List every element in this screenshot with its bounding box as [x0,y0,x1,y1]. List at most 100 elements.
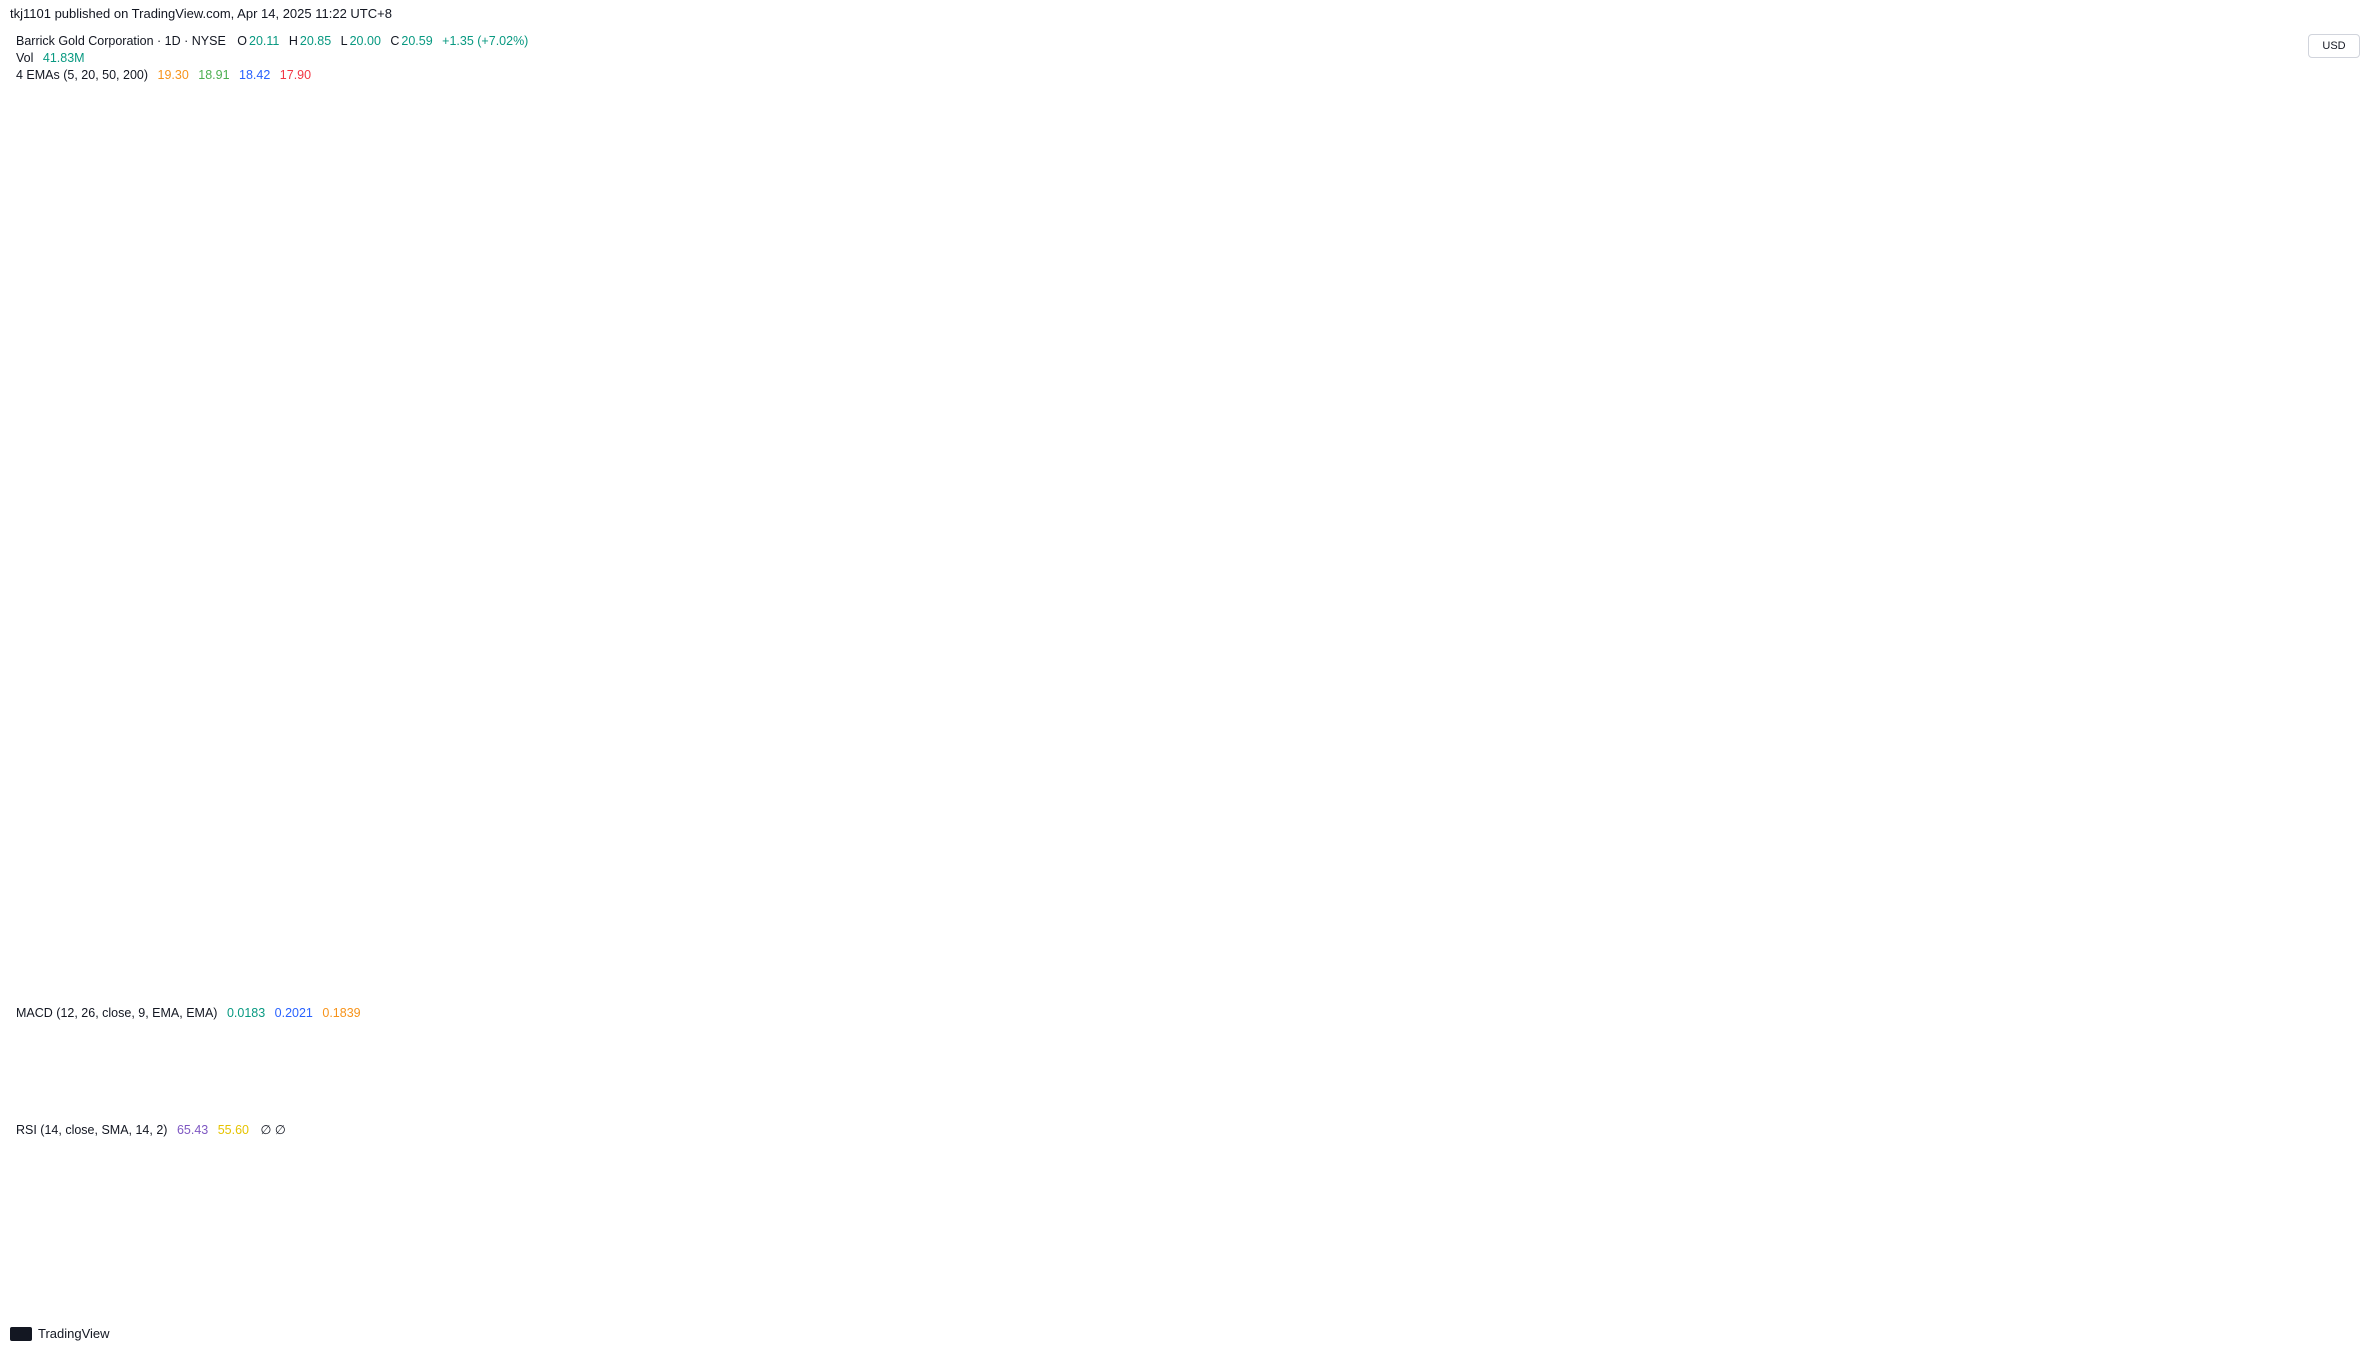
candle-body [396,446,399,465]
volume-bar [496,944,499,988]
candle-body [1554,731,1557,749]
volume-bar [592,916,595,988]
macd-hist-bar [2024,1057,2027,1063]
candle-body [1985,682,1988,686]
candle-body [1773,590,1776,600]
volume-bar [733,927,735,988]
candle-body [1647,671,1650,684]
candle-body [675,784,679,804]
volume-bar [90,937,93,988]
volume-bar [644,951,646,988]
volume-bar [1709,927,1712,988]
volume-bar [950,924,952,988]
macd-hist-bar [1152,1057,1155,1058]
volume-bar [850,953,853,988]
candle-body [1775,599,1778,624]
macd-hist-bar [1071,1057,1073,1066]
macd-histogram [10,1036,2247,1088]
candle-body [615,826,618,851]
macd-hist-bar [92,1057,95,1068]
price-axis-label: 20.59 [2328,429,2358,443]
macd-hist-bar [921,1045,924,1057]
candle-body [1335,748,1339,783]
candle-body [912,572,915,590]
candle-body [384,423,387,425]
candle-body [521,722,524,727]
candle-body [795,576,798,583]
volume-bar [1515,924,1518,988]
volume-bar [1462,940,1465,988]
candle-body [353,403,357,411]
volume-bar [1316,931,1319,988]
candle-body [2122,614,2125,631]
volume-bar [2053,951,2055,988]
volume-bar [937,951,940,988]
volume-bar [145,903,148,988]
macd-hist-bar [57,1057,59,1061]
candle-body [1515,790,1518,812]
candle-body [2011,688,2015,707]
volume-bar [1711,957,1714,988]
candle-body [352,363,355,400]
macd-hist-bar [1263,1057,1265,1071]
candle-body [1914,486,1917,501]
candle-body [2236,630,2239,673]
macd-hist-bar [1501,1057,1504,1069]
macd-hist-bar [676,1055,678,1057]
volume-bar [1152,915,1155,988]
candle-body [868,712,871,716]
macd-hist-bar [1344,1050,1347,1057]
macd-hist-bar [1949,1057,1952,1072]
candle-body [321,242,325,251]
volume-bar [359,934,362,988]
volume-bar [544,844,547,988]
macd-hist-bar [491,1057,493,1060]
volume-bar [820,945,822,988]
volume-bar [1460,933,1463,988]
volume-bar [1654,953,1657,988]
volume-bar [695,936,698,988]
volume-bar [2060,937,2062,988]
volume-bar [743,917,746,988]
price-axis-label: 18.91 [2328,548,2358,562]
volume-bar [1492,919,1495,988]
candle-body [2033,770,2036,779]
macd-hist-bar [1562,1046,1564,1057]
macd-hist-bar [1522,1056,1525,1058]
currency-selector[interactable]: USD [2308,34,2360,58]
volume-bar [1908,916,1911,988]
candle-body [1152,726,1155,733]
volume-bar [1426,913,1429,988]
macd-hist-bar [185,1049,187,1057]
volume-bar [1615,912,1618,988]
candle-body [755,655,759,657]
candle-body [1704,707,1707,723]
macd-hist-bar [754,1049,757,1057]
candle-body [1663,703,1666,710]
volume-bar [615,917,618,988]
candle-body [1115,660,1118,678]
macd-hist-bar [2042,1056,2045,1058]
candle-body [1218,737,1221,757]
candle-body [894,665,897,697]
volume-bar [192,911,195,988]
macd-hist-bar [35,1045,38,1057]
candle-body [179,523,182,550]
macd-hist-bar [701,1054,703,1057]
volume-bar [1530,927,1532,988]
macd-hist-bar [2184,1050,2187,1057]
volume-bar [2127,928,2130,988]
volume-bar [1414,927,1417,988]
volume-bar [1213,917,1216,988]
candle-body [428,570,431,592]
time-tick-label: Sep [1834,1290,1857,1305]
candle-body [567,785,570,798]
volume-bar [1551,950,1554,988]
volume-bar [2088,940,2091,988]
candle-body [768,634,771,637]
candle-body [1951,511,1954,530]
macd-hist-bar [476,1057,479,1070]
candle-body [613,807,616,829]
macd-hist-bar [96,1057,98,1068]
